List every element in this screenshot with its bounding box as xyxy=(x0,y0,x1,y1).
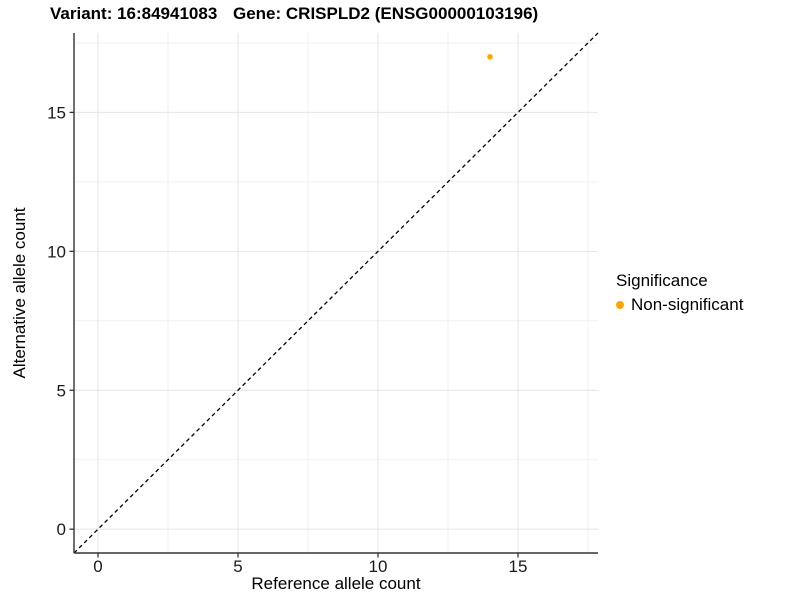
y-axis-title: Alternative allele count xyxy=(10,207,29,379)
data-point xyxy=(487,54,493,60)
y-tick-label: 15 xyxy=(47,103,66,122)
y-tick-label: 10 xyxy=(47,242,66,261)
x-tick-label: 15 xyxy=(509,557,528,576)
identity-dashed-line xyxy=(73,32,599,554)
legend-entry-label: Non-significant xyxy=(631,295,744,314)
x-tick-label: 10 xyxy=(369,557,388,576)
gene-title: Gene: CRISPLD2 (ENSG00000103196) xyxy=(233,4,539,23)
x-axis-title: Reference allele count xyxy=(251,574,421,593)
variant-title: Variant: 16:84941083 xyxy=(50,4,218,23)
legend: Significance Non-significant xyxy=(616,271,743,315)
x-tick-label: 0 xyxy=(93,557,102,576)
legend-title: Significance xyxy=(616,271,708,290)
legend-point-swatch xyxy=(616,301,624,309)
x-tick-label: 5 xyxy=(233,557,242,576)
legend-entry: Non-significant xyxy=(616,295,743,315)
y-tick-label: 5 xyxy=(57,381,66,400)
y-tick-label: 0 xyxy=(57,520,66,539)
